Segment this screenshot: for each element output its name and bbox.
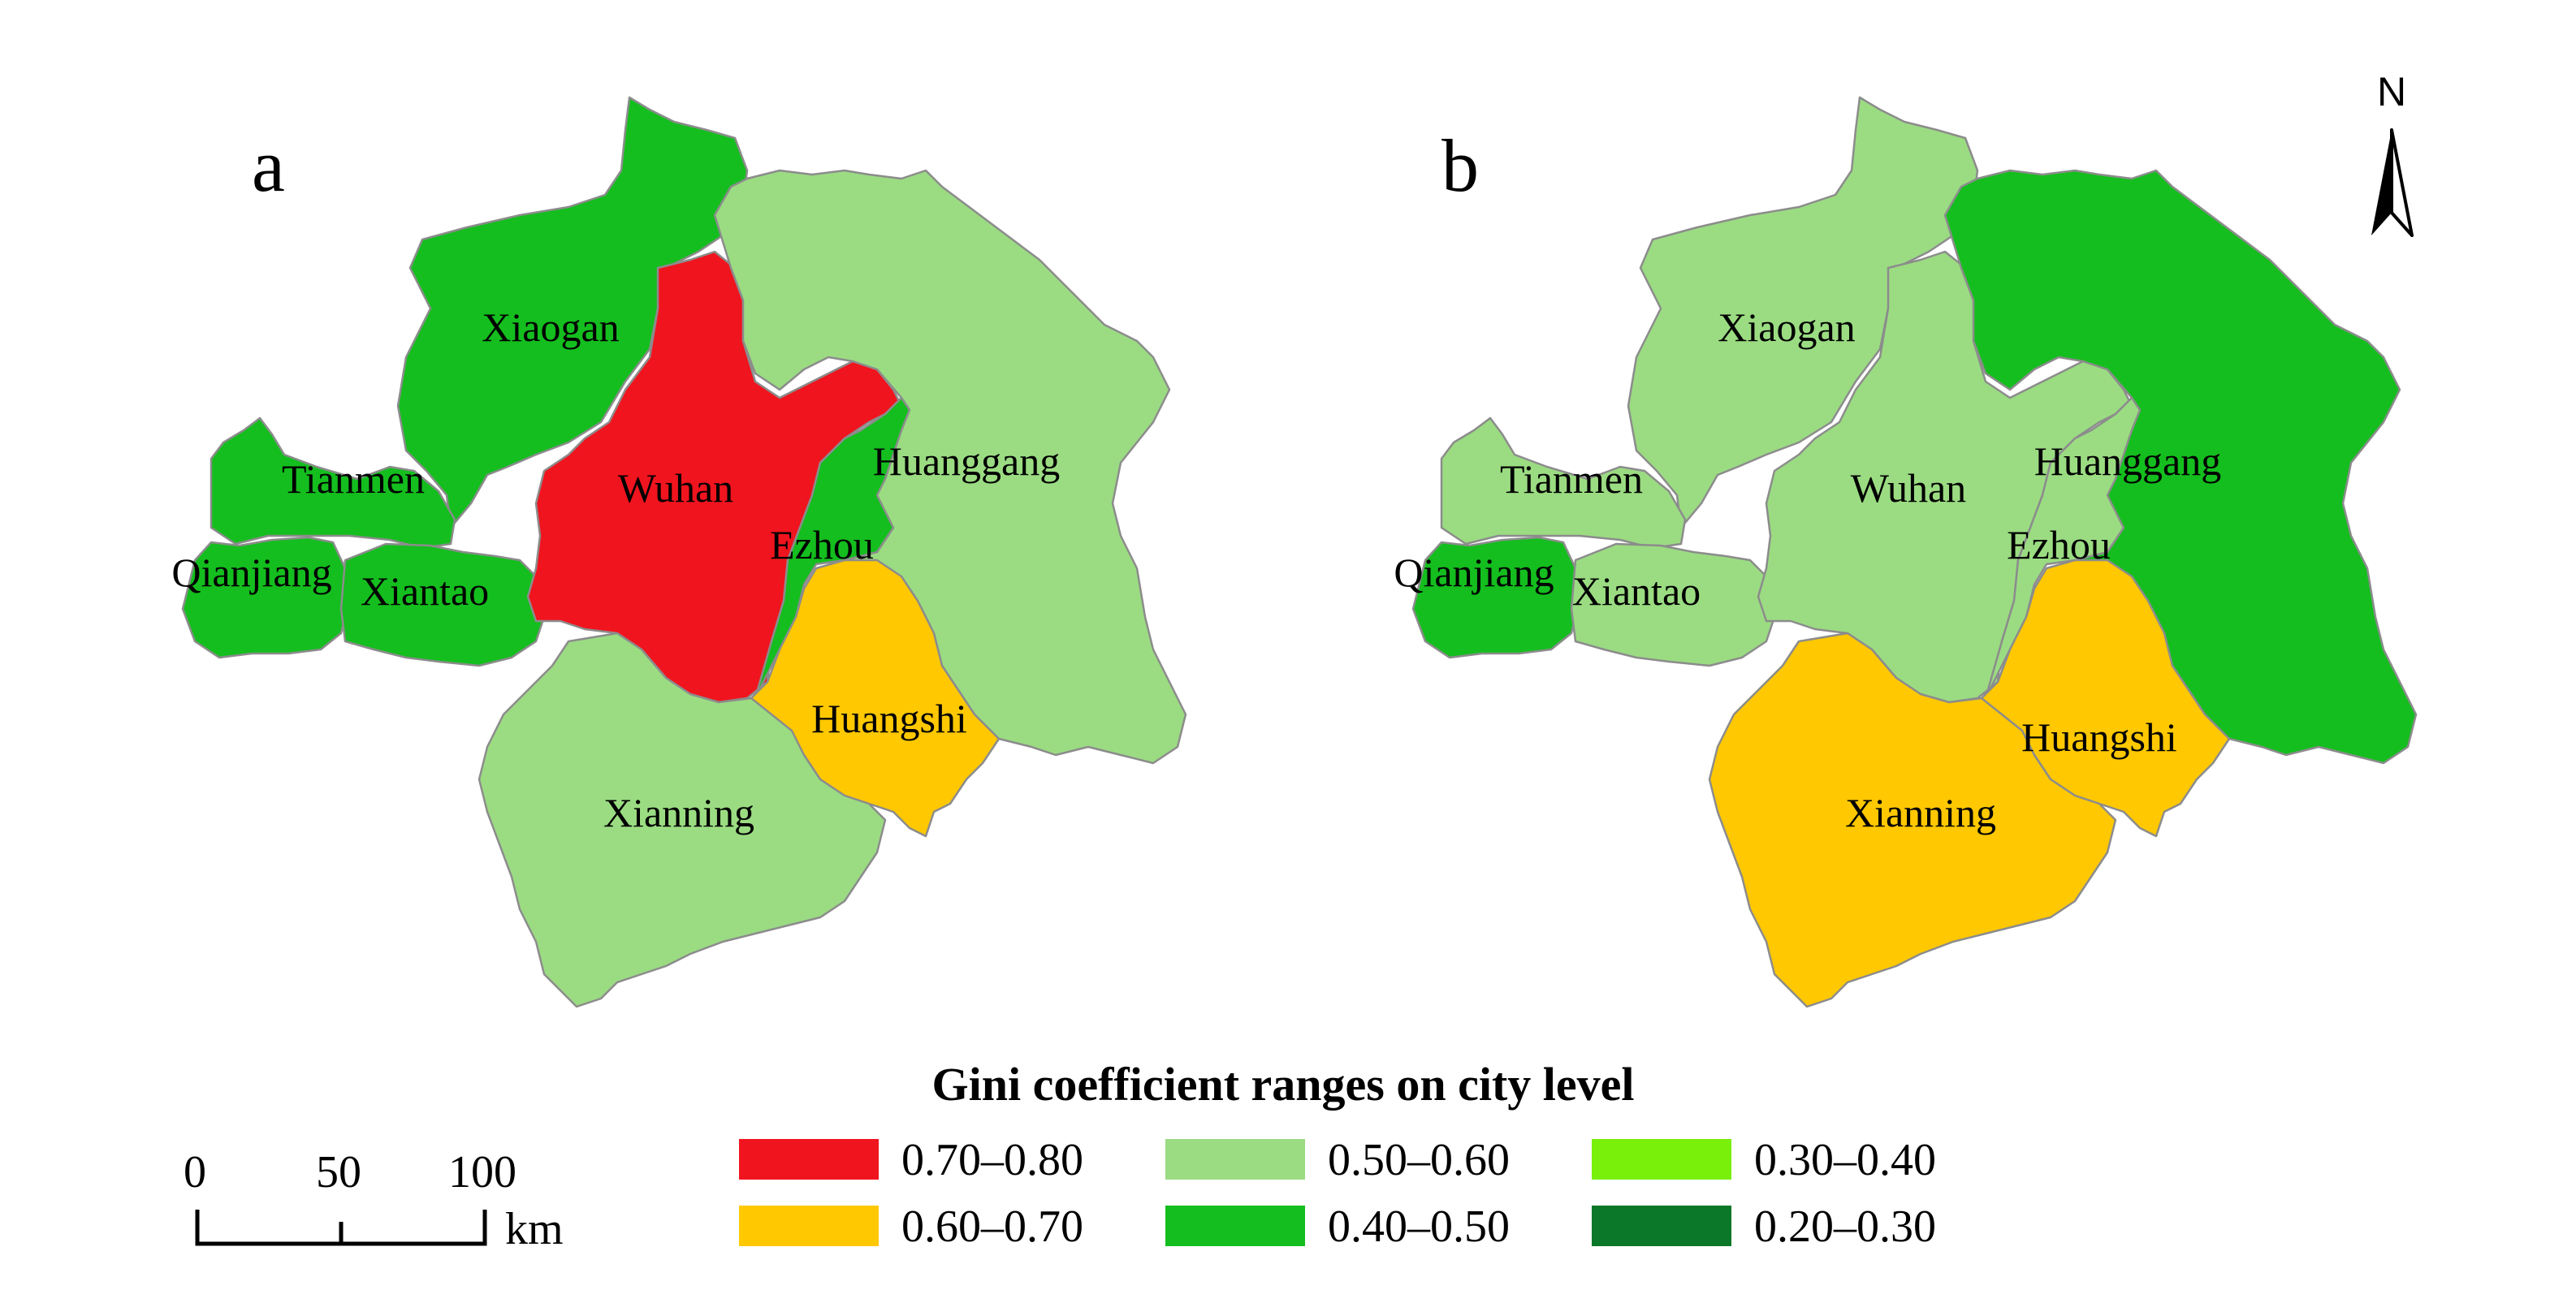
legend-swatch: [739, 1206, 879, 1246]
legend-swatch: [739, 1139, 879, 1180]
north-arrow-right-half: [2390, 128, 2414, 237]
legend-swatch: [1165, 1206, 1305, 1246]
north-arrow: N: [2371, 69, 2414, 237]
legend-swatch: [1165, 1139, 1305, 1180]
legend-label: 0.20–0.30: [1754, 1202, 1936, 1252]
city-label-xiantao: Xiantao: [1572, 568, 1701, 614]
city-label-xiaogan: Xiaogan: [482, 304, 619, 350]
north-label: N: [2377, 69, 2406, 114]
legend-label: 0.70–0.80: [901, 1135, 1083, 1185]
city-label-qianjiang: Qianjiang: [1394, 550, 1554, 595]
city-label-huanggang: Huanggang: [873, 438, 1061, 484]
north-arrow-left-half: [2371, 130, 2392, 235]
city-label-qianjiang: Qianjiang: [171, 550, 331, 595]
city-label-ezhou: Ezhou: [2007, 522, 2111, 567]
map-panel-b: b Xiaogan Tianmen Qianjiang Xiantao Wuha…: [1394, 96, 2418, 1008]
city-label-xiaogan: Xiaogan: [1718, 304, 1855, 350]
scale-bar: 0 50 100 km: [184, 1147, 564, 1254]
city-label-xiantao: Xiantao: [361, 568, 489, 614]
city-label-tianmen: Tianmen: [282, 456, 425, 502]
panel-letter: a: [252, 124, 285, 207]
legend-swatch: [1592, 1206, 1731, 1246]
scale-bar-line: [195, 1210, 487, 1246]
legend-label: 0.60–0.70: [901, 1202, 1083, 1252]
map-panel-a: a Xiaogan Tianmen Qianjiang Xiantao Wuha…: [171, 96, 1187, 1008]
legend-swatch: [1592, 1139, 1731, 1180]
city-label-huangshi: Huangshi: [2021, 714, 2177, 760]
city-label-xianning: Xianning: [603, 790, 754, 835]
city-label-xianning: Xianning: [1845, 790, 1996, 835]
city-label-huangshi: Huangshi: [811, 696, 967, 741]
city-label-wuhan: Wuhan: [618, 465, 733, 511]
legend-title: Gini coefficient ranges on city level: [932, 1058, 1635, 1111]
scale-tick-100: 100: [448, 1147, 516, 1197]
scale-tick-50: 50: [316, 1147, 361, 1197]
city-label-ezhou: Ezhou: [770, 522, 874, 567]
city-label-wuhan: Wuhan: [1851, 465, 1966, 511]
city-label-huanggang: Huanggang: [2034, 438, 2222, 484]
legend-label: 0.40–0.50: [1328, 1202, 1510, 1252]
city-label-tianmen: Tianmen: [1500, 456, 1643, 502]
panel-letter: b: [1441, 124, 1479, 207]
scale-tick-0: 0: [184, 1147, 206, 1197]
legend: Gini coefficient ranges on city level 0.…: [739, 1058, 1936, 1252]
legend-label: 0.30–0.40: [1754, 1135, 1936, 1185]
scale-unit: km: [505, 1204, 564, 1254]
legend-label: 0.50–0.60: [1328, 1135, 1510, 1185]
